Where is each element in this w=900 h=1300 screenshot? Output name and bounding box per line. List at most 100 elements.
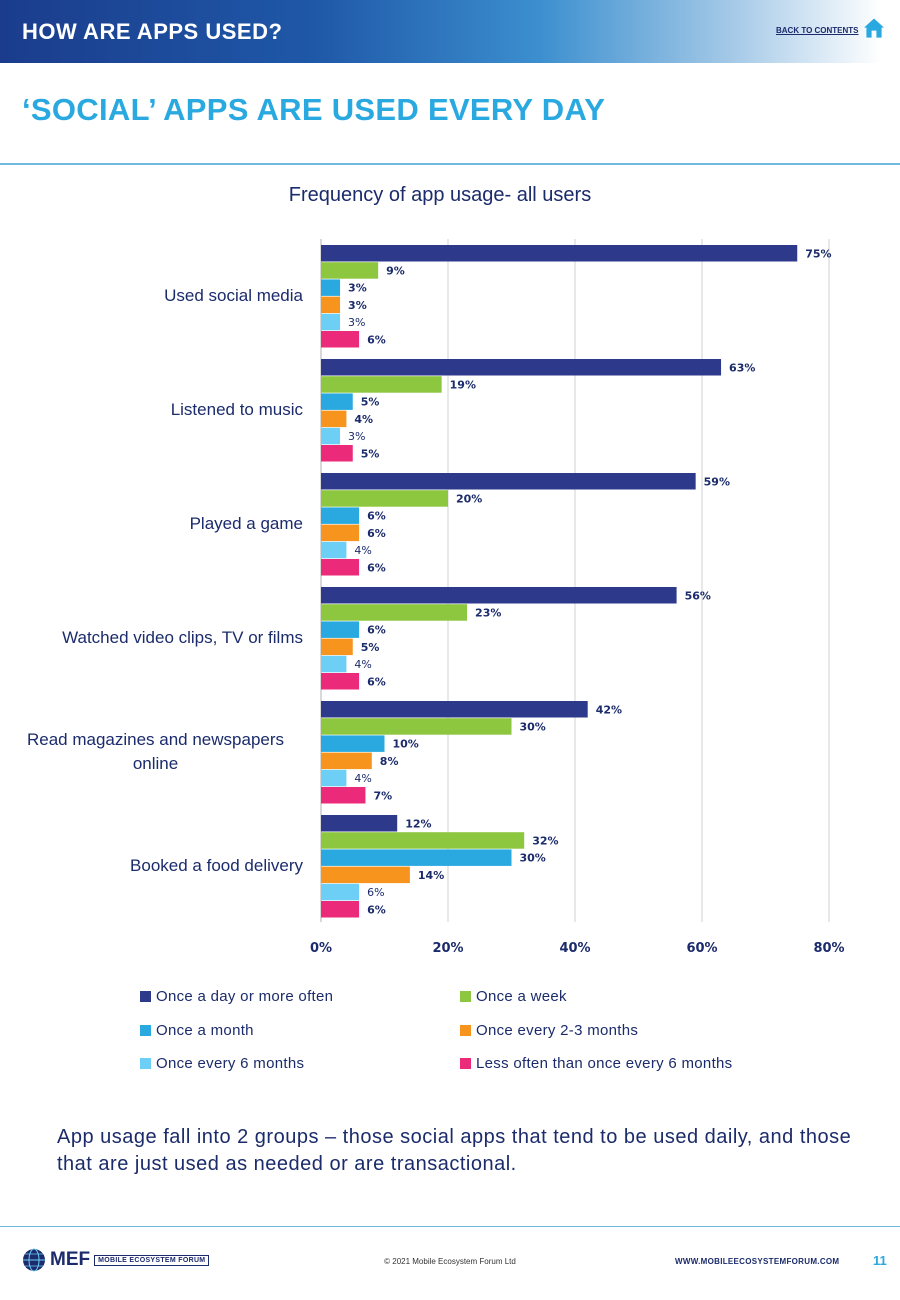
bar-3-3 [321,638,353,656]
legend-item-6-months: Once every 6 months [140,1055,304,1072]
bar-3-1 [321,604,468,621]
data-label: 6% [367,527,386,540]
data-label: 7% [373,789,392,802]
data-label: 9% [386,264,405,277]
bar-4-5 [321,787,366,804]
data-label: 20% [456,492,482,505]
section-title: HOW ARE APPS USED? [22,19,283,44]
bar-3-4 [321,655,347,673]
data-label: 5% [361,641,380,654]
bar-1-4 [321,427,341,445]
data-label: 5% [361,396,380,409]
data-label: 6% [367,886,384,899]
bar-3-5 [321,673,360,690]
globe-icon [23,1248,45,1272]
category-label-food: Booked a food delivery [130,856,303,875]
legend-label-monthly: Once a month [156,1022,254,1039]
back-to-contents-link[interactable]: BACK TO CONTENTS [776,26,859,35]
data-label: 3% [348,316,365,329]
data-label: 30% [520,720,546,733]
x-tick-label: 40% [559,941,590,956]
legend-swatch-less-often [460,1058,471,1069]
bar-1-0 [321,359,722,376]
footer-divider [0,1226,900,1227]
legend-item-2-3-months: Once every 2-3 months [460,1022,638,1039]
bar-5-3 [321,866,410,884]
bar-4-0 [321,701,588,718]
legend-label-6-months: Once every 6 months [156,1055,305,1072]
data-label: 23% [475,606,501,619]
bar-4-1 [321,718,512,735]
bar-2-2 [321,507,360,524]
bar-4-2 [321,735,385,752]
data-label: 6% [367,624,386,637]
data-label: 56% [685,589,711,602]
legend-label-less-often: Less often than once every 6 months [476,1055,733,1072]
logo-subtext: MOBILE ECOSYSTEM FORUM [94,1254,210,1266]
legend-swatch-2-3-months [460,1025,471,1036]
legend-item-monthly: Once a month [140,1022,254,1039]
x-tick-label: 20% [432,941,463,956]
data-label: 42% [596,703,622,716]
legend-swatch-monthly [140,1025,151,1036]
bar-chart: 0% 20% 40% 60% 80%75%9%3%3%3%6%63%19%5%4%3%5… [310,239,845,956]
legend-swatch-weekly [460,991,471,1002]
bar-2-0 [321,473,696,490]
summary-text: App usage fall into 2 groups – those soc… [57,1126,852,1175]
legend-swatch-6-months [140,1058,151,1069]
bar-4-4 [321,769,347,787]
bar-1-2 [321,393,353,410]
data-label: 10% [393,738,419,751]
bar-0-0 [321,245,798,262]
bar-5-1 [321,832,525,849]
bar-5-2 [321,849,512,866]
header-band [0,0,900,63]
data-label: 6% [367,675,386,688]
data-label: 4% [354,772,371,785]
bar-2-4 [321,541,347,559]
x-tick-label: 60% [686,941,717,956]
website-link[interactable]: WWW.MOBILEECOSYSTEMFORUM.COM [675,1257,840,1266]
bar-1-5 [321,445,353,462]
page-number: 11 [873,1253,887,1268]
legend-item-less-often: Less often than once every 6 months [460,1055,732,1072]
data-label: 6% [367,561,386,574]
bar-0-2 [321,279,341,296]
bar-2-1 [321,490,448,507]
bar-0-1 [321,262,379,279]
data-label: 6% [367,903,386,916]
legend-label-2-3-months: Once every 2-3 months [476,1022,639,1039]
legend-item-daily: Once a day or more often [140,988,333,1005]
data-label: 4% [354,658,371,671]
bar-2-5 [321,559,360,576]
category-label-magazines: Read magazines and newspapers online [26,730,285,773]
bar-0-4 [321,313,341,331]
data-label: 6% [367,510,386,523]
legend-swatch-daily [140,991,151,1002]
data-label: 5% [361,447,380,460]
bar-3-2 [321,621,360,638]
chart-title: Frequency of app usage- all users [288,184,592,206]
copyright: © 2021 Mobile Ecosystem Forum Ltd [384,1257,516,1266]
bar-3-0 [321,587,677,604]
category-label-music: Listened to music [170,400,303,419]
legend-label-weekly: Once a week [476,988,567,1005]
x-tick-label: 80% [813,941,844,956]
home-icon[interactable] [862,16,886,40]
data-label: 19% [450,378,476,391]
data-label: 32% [532,834,558,847]
bar-1-1 [321,376,442,393]
bar-4-3 [321,752,372,770]
data-label: 59% [704,475,730,488]
data-label: 8% [380,755,399,768]
data-label: 6% [367,333,386,346]
mef-logo: MEF MOBILE ECOSYSTEM FORUM [22,1248,210,1272]
data-label: 30% [520,852,546,865]
data-label: 3% [348,282,367,295]
data-label: 63% [729,361,755,374]
category-label-social: Used social media [164,286,303,305]
data-label: 4% [354,544,371,557]
x-tick-label: 0% [310,941,332,956]
bar-5-4 [321,883,360,901]
data-label: 12% [405,817,431,830]
